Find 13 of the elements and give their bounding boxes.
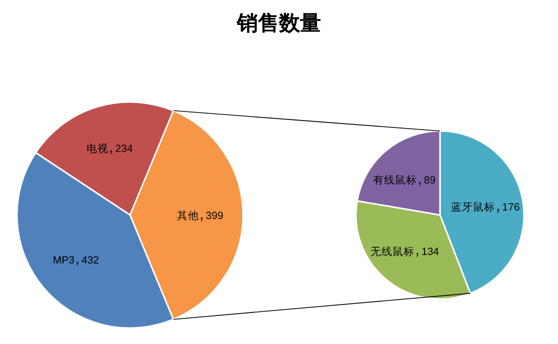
data-label: 89: [424, 174, 436, 187]
slice-label: MP3: [52, 254, 75, 267]
slice-label: 电视: [86, 142, 108, 155]
chart-title: 销售数量: [236, 12, 321, 35]
data-label: 432: [82, 254, 100, 267]
data-label: 176: [502, 202, 520, 214]
slice-label: 其他: [176, 209, 199, 222]
data-label: 399: [206, 210, 224, 222]
data-label: 234: [115, 142, 133, 155]
slice-label: 有线鼠标: [372, 174, 417, 187]
data-label: 134: [422, 246, 440, 258]
slice-label: 蓝牙鼠标: [451, 200, 496, 214]
slice-label: 无线鼠标: [370, 244, 415, 258]
